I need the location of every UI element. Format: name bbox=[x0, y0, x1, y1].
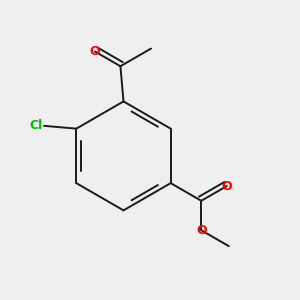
Text: Cl: Cl bbox=[29, 119, 43, 132]
Text: O: O bbox=[221, 180, 232, 193]
Text: O: O bbox=[196, 224, 207, 237]
Text: O: O bbox=[90, 45, 100, 58]
